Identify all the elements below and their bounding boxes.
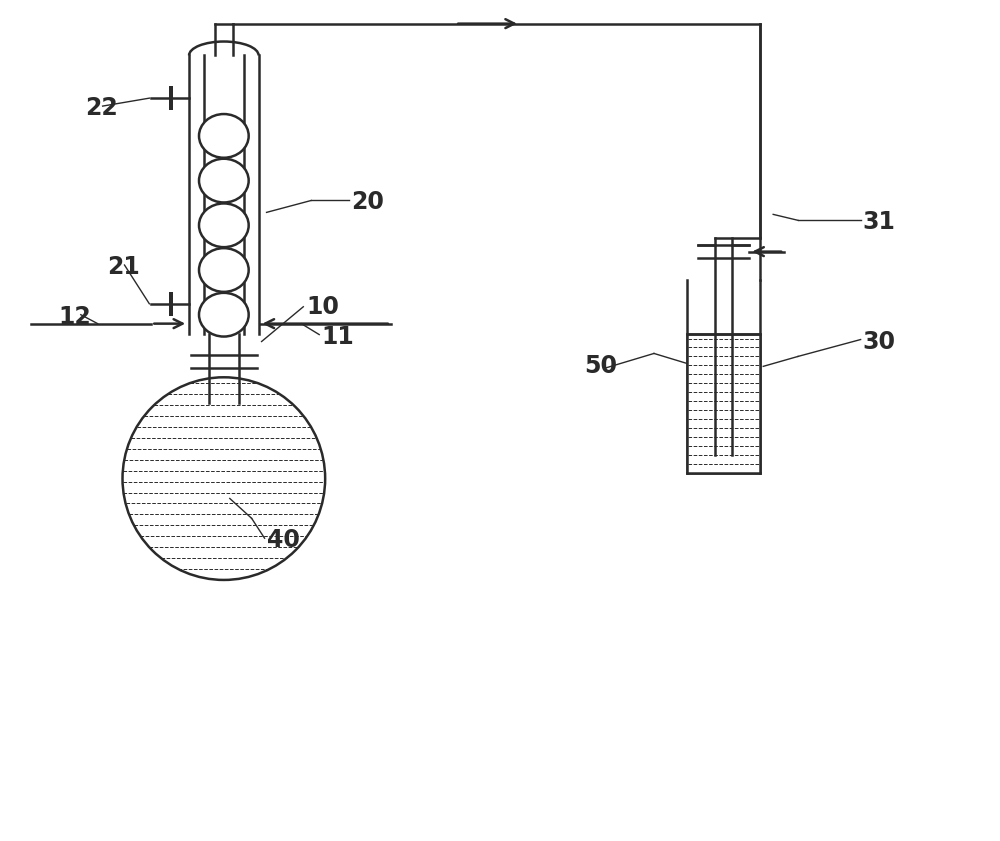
Ellipse shape	[199, 159, 249, 203]
Bar	[687, 334, 760, 473]
Ellipse shape	[199, 248, 249, 292]
Text: 22: 22	[85, 96, 118, 120]
Circle shape	[123, 378, 325, 580]
Text: 21: 21	[108, 255, 140, 279]
Text: 31: 31	[863, 210, 895, 235]
Text: 12: 12	[58, 304, 91, 329]
Ellipse shape	[199, 293, 249, 336]
Ellipse shape	[199, 114, 249, 158]
Text: 40: 40	[267, 528, 299, 553]
Text: 30: 30	[863, 330, 896, 353]
Ellipse shape	[199, 204, 249, 247]
Text: 11: 11	[321, 325, 354, 348]
Text: 10: 10	[306, 294, 339, 319]
Text: 20: 20	[351, 190, 384, 214]
Text: 50: 50	[584, 354, 617, 378]
